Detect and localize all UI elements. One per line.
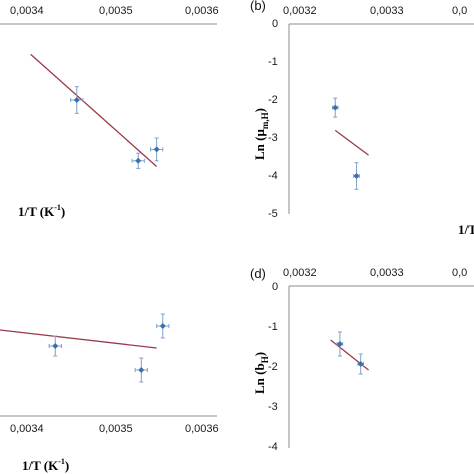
panel-a-xtick-2: 0,0035 [99, 5, 133, 17]
panel-a-fit-line [30, 53, 158, 167]
panel-d-xtick-2: 0,0033 [370, 267, 404, 279]
panel-d-xtick-1: 0,0032 [283, 267, 317, 279]
panel-c-data-point-2 [138, 367, 145, 373]
panel-a-xtick-1: 0,0034 [10, 5, 44, 17]
panel-c-x-axis-label: 1/T (K-1) [22, 457, 69, 473]
panel-d-ytick-2: -2 [268, 361, 278, 373]
panel-d-ytick-3: -3 [268, 401, 278, 413]
panel-b-data-point-2 [353, 173, 360, 179]
panel-c: 0,0034 0,0035 0,0036 1/T (K-1) [0, 313, 219, 473]
panel-d-ytick-0: 0 [272, 281, 278, 293]
panel-d-label: (d) [250, 266, 266, 281]
panel-a-x-axis-label: 1/T (K-1) [18, 203, 65, 219]
panel-b-data-point-1 [332, 104, 339, 111]
panel-b-label: (b) [250, 0, 266, 13]
panel-c-fit-line [0, 329, 157, 349]
panel-b-xtick-3: 0,0 [452, 5, 467, 17]
panel-d-fit-line [330, 339, 369, 371]
panel-d-y-axis-label: Ln (bH) [252, 352, 270, 394]
panel-b-xtick-2: 0,0033 [370, 5, 404, 17]
panel-c-xtick-3: 0,0036 [185, 423, 219, 435]
panel-b-fit-line [334, 129, 369, 156]
panel-b-xtick-1: 0,0032 [283, 5, 317, 17]
panel-d-xtick-3: 0,0 [452, 267, 467, 279]
panel-b-ytick-3: -3 [268, 132, 278, 144]
panel-a-data-point-2 [135, 157, 142, 164]
panel-a: 0,0034 0,0035 0,0036 1/T (K-1) [0, 5, 219, 219]
panel-b-x-axis-label: 1/T [458, 222, 474, 237]
panel-c-data-point-3 [159, 323, 166, 329]
panel-b-y-axis-label: Ln (μm,H) [252, 108, 270, 160]
panel-a-data-point-3 [153, 146, 160, 153]
panel-b-ytick-0: 0 [272, 18, 278, 30]
panel-d-ytick-4: -4 [268, 441, 278, 453]
panel-b: (b) 0,0032 0,0033 0,0 0 -1 -2 -3 -4 -5 L… [250, 0, 474, 237]
panel-a-data-point-1 [73, 97, 80, 103]
panel-b-ytick-4: -4 [268, 170, 278, 182]
panel-c-xtick-1: 0,0034 [10, 423, 44, 435]
panel-b-ytick-2: -2 [268, 94, 278, 106]
panel-d: (d) 0,0032 0,0033 0,0 0 -1 -2 -3 -4 Ln (… [250, 266, 474, 453]
panel-d-data-point-1 [336, 341, 343, 347]
panel-b-ytick-1: -1 [268, 56, 278, 68]
panel-a-xtick-3: 0,0036 [185, 5, 219, 17]
panel-c-xtick-2: 0,0035 [99, 423, 133, 435]
panel-b-ytick-5: -5 [268, 208, 278, 220]
panel-d-ytick-1: -1 [268, 321, 278, 333]
panel-d-data-point-2 [357, 361, 364, 367]
panel-c-data-point-1 [52, 343, 59, 349]
